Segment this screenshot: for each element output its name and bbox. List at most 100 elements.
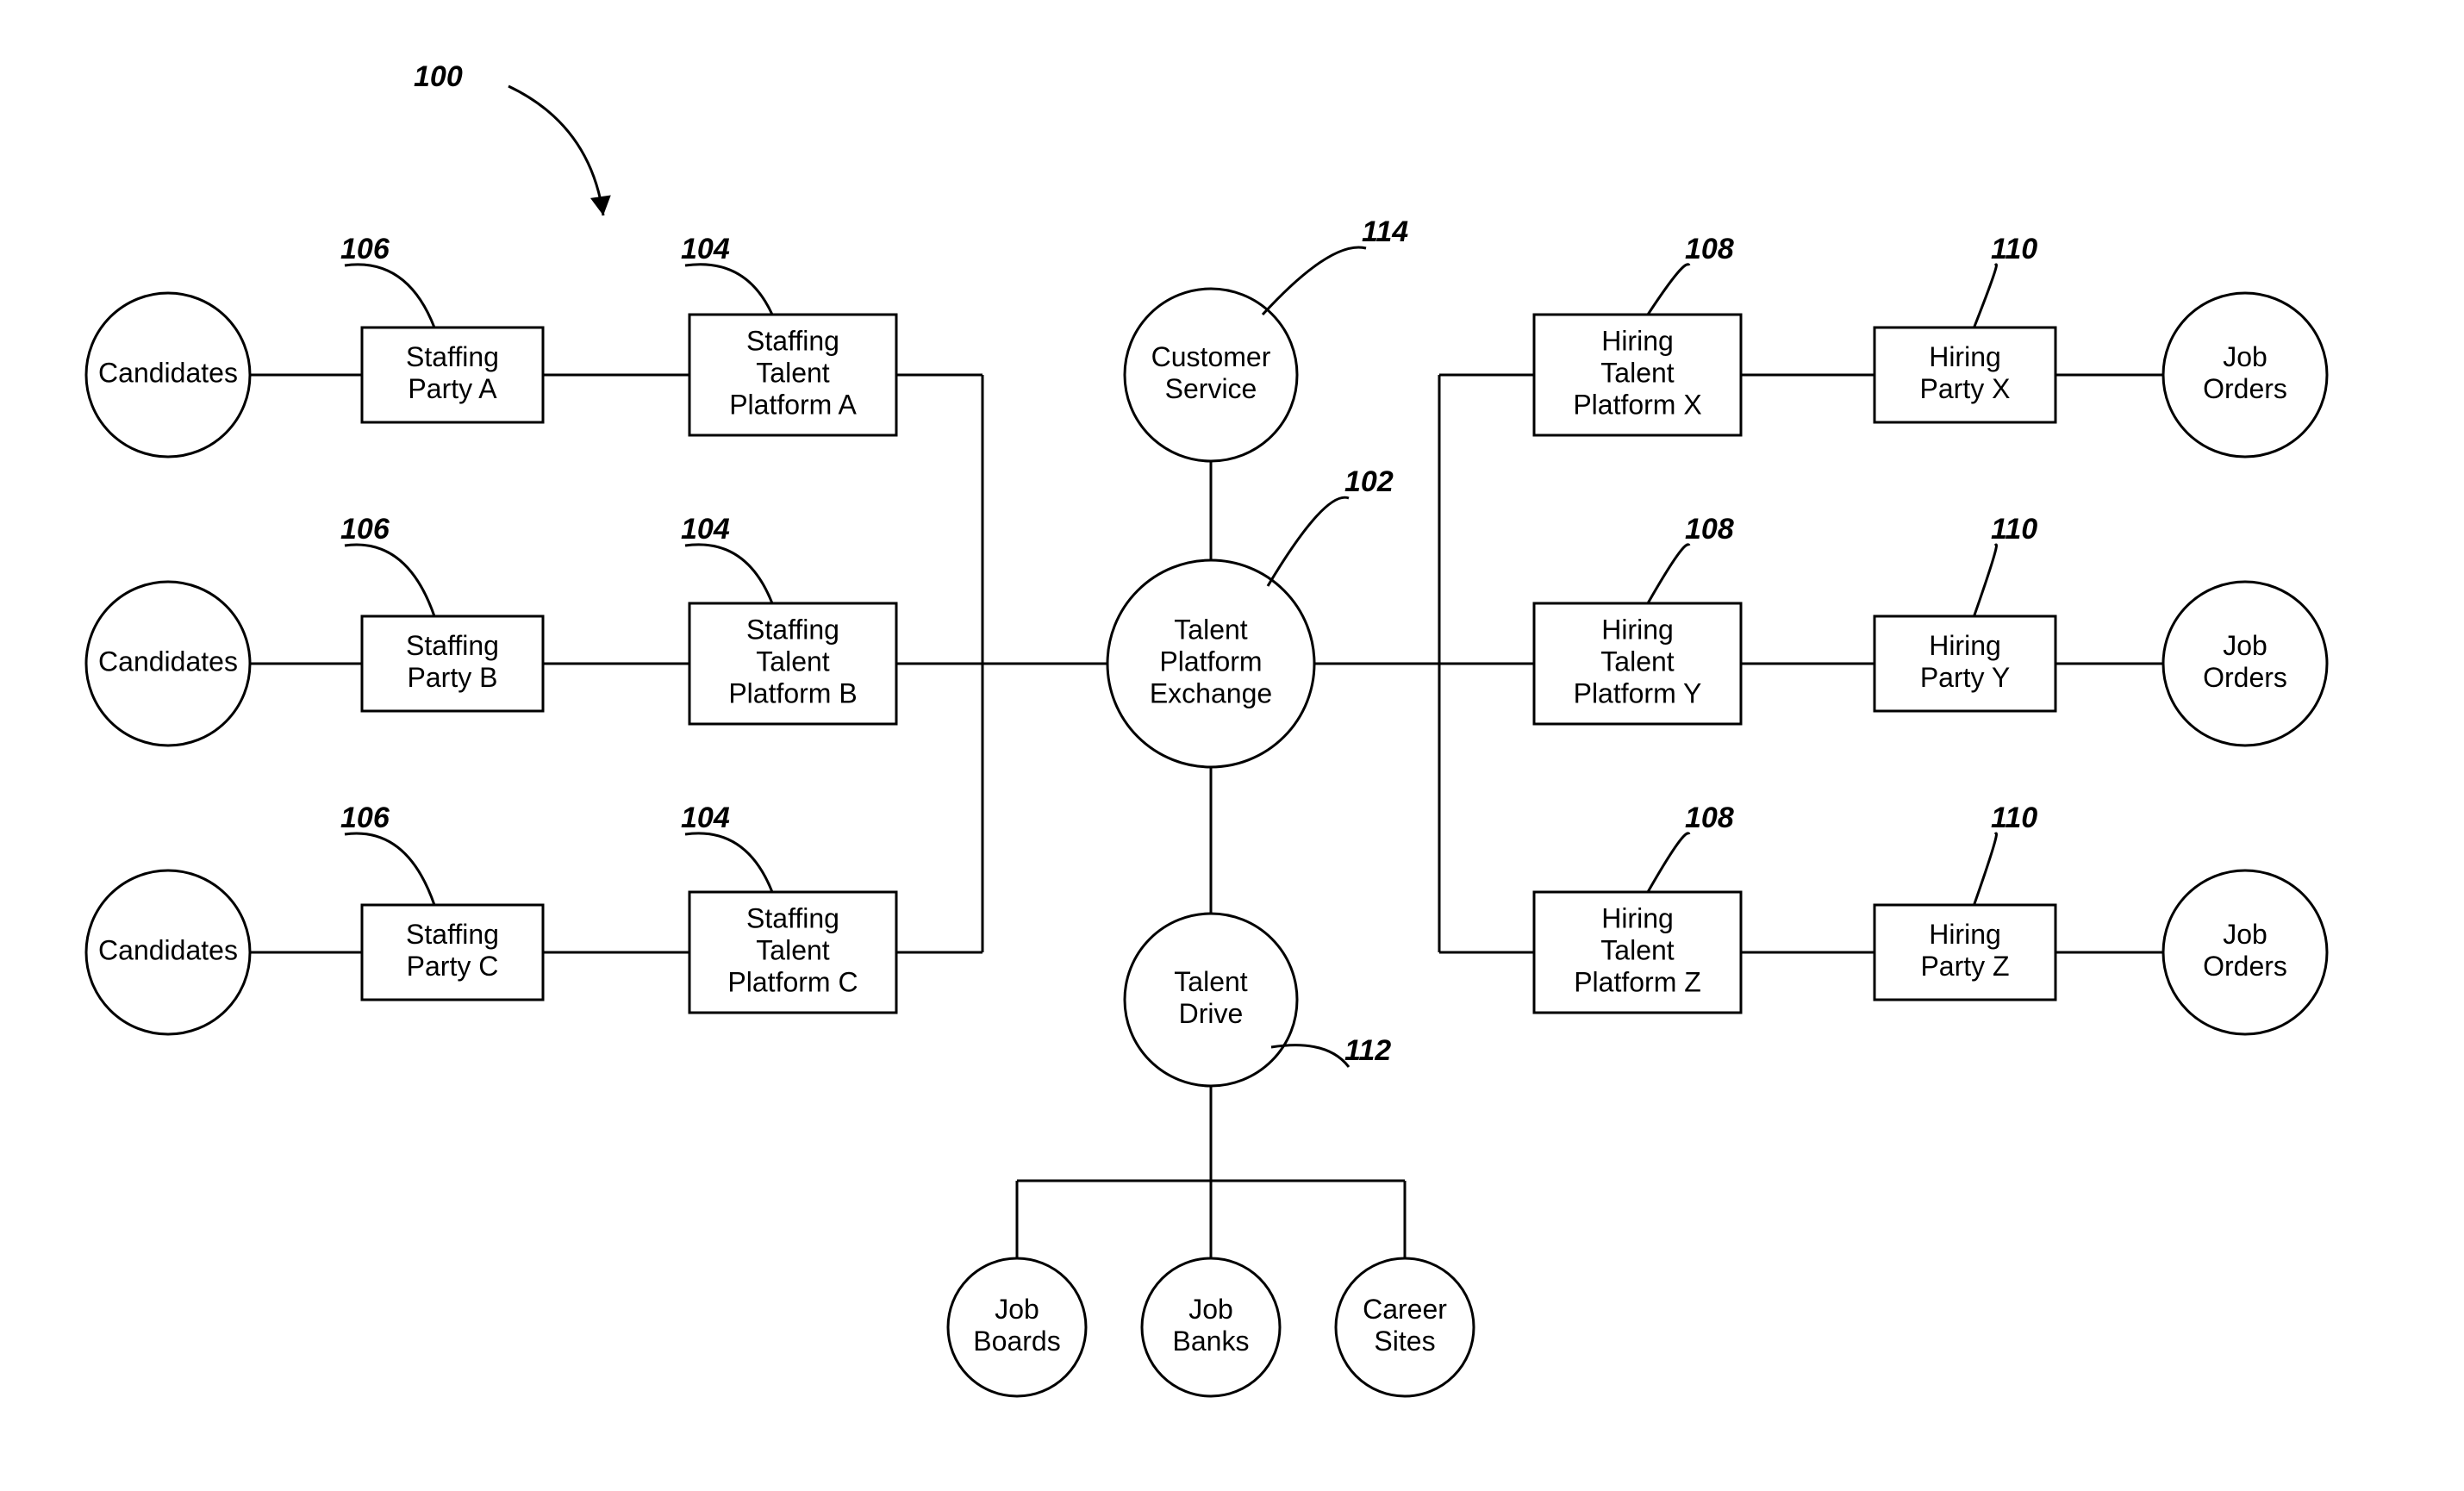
reference-leader — [1648, 545, 1689, 603]
staffing-party-node-0: StaffingParty A — [362, 328, 543, 422]
node-label-line: Platform C — [727, 966, 858, 997]
node-label-line: Staffing — [746, 614, 839, 646]
node-label-line: Platform Y — [1574, 677, 1702, 708]
reference-numeral: 110 — [1991, 513, 2037, 546]
node-label-line: Party C — [407, 951, 499, 982]
node-label-line: Boards — [973, 1326, 1060, 1357]
node-label-line: Party A — [408, 373, 497, 404]
customer-service-node: CustomerService — [1125, 289, 1297, 461]
node-label-line: Staffing — [406, 630, 499, 661]
node-label-line: Exchange — [1150, 677, 1272, 708]
reference-leader — [1974, 833, 1997, 905]
drive-source-node-2: CareerSites — [1336, 1258, 1474, 1396]
node-label-line: Orders — [2203, 951, 2287, 982]
reference-leader — [345, 545, 434, 616]
reference-numeral: 108 — [1685, 233, 1734, 265]
job-orders-node-1: JobOrders — [2163, 582, 2327, 746]
node-label-line: Talent — [756, 934, 830, 965]
node-label-line: Platform — [1159, 646, 1262, 677]
hiring-platform-node-0: HiringTalentPlatform X — [1534, 315, 1741, 435]
talent-drive-node: TalentDrive — [1125, 914, 1297, 1086]
node-label-line: Talent — [756, 646, 830, 677]
node-label-line: Candidates — [98, 934, 238, 965]
main-arrow-shaft — [508, 86, 603, 215]
reference-numeral: 108 — [1685, 802, 1734, 834]
hiring-platform-node-1: HiringTalentPlatform Y — [1534, 603, 1741, 724]
node-label-line: Job — [2223, 630, 2268, 661]
candidates-node-0: Candidates — [86, 293, 250, 457]
reference-numeral: 104 — [681, 233, 730, 265]
node-label-line: Talent — [1600, 646, 1675, 677]
node-label-line: Staffing — [406, 341, 499, 372]
node-label-line: Service — [1165, 373, 1257, 404]
diagram-canvas: CustomerServiceTalentPlatformExchangeTal… — [0, 0, 2464, 1491]
reference-leader — [1263, 247, 1366, 315]
staffing-platform-node-1: StaffingTalentPlatform B — [689, 603, 896, 724]
node-label-line: Drive — [1179, 998, 1244, 1029]
reference-numeral: 114 — [1362, 215, 1408, 248]
job-orders-node-0: JobOrders — [2163, 293, 2327, 457]
hiring-platform-node-2: HiringTalentPlatform Z — [1534, 892, 1741, 1013]
main-arrow-head — [590, 196, 611, 215]
node-label-line: Talent — [1600, 357, 1675, 388]
staffing-party-node-2: StaffingParty C — [362, 905, 543, 1000]
staffing-platform-node-2: StaffingTalentPlatform C — [689, 892, 896, 1013]
node-label-line: Talent — [1600, 934, 1675, 965]
reference-numeral: 104 — [681, 802, 730, 834]
node-label-line: Staffing — [406, 919, 499, 950]
node-label-line: Platform Z — [1574, 966, 1701, 997]
node-label-line: Candidates — [98, 357, 238, 388]
reference-numeral: 106 — [340, 233, 390, 265]
hiring-party-node-1: HiringParty Y — [1875, 616, 2055, 711]
node-label-line: Platform X — [1573, 389, 1701, 420]
node-label-line: Platform B — [728, 677, 857, 708]
hiring-party-node-2: HiringParty Z — [1875, 905, 2055, 1000]
node-label-line: Candidates — [98, 646, 238, 677]
node-label-line: Talent — [1174, 966, 1248, 997]
node-label-line: Banks — [1173, 1326, 1250, 1357]
node-label-line: Job — [1188, 1294, 1233, 1325]
staffing-platform-node-0: StaffingTalentPlatform A — [689, 315, 896, 435]
node-label-line: Hiring — [1601, 326, 1674, 357]
node-label-line: Sites — [1374, 1326, 1435, 1357]
candidates-node-1: Candidates — [86, 582, 250, 746]
node-label-line: Hiring — [1601, 614, 1674, 646]
node-label-line: Job — [995, 1294, 1039, 1325]
node-label-line: Platform A — [729, 389, 857, 420]
candidates-node-2: Candidates — [86, 870, 250, 1034]
reference-numeral: 110 — [1991, 233, 2037, 265]
reference-numeral: 106 — [340, 802, 390, 834]
reference-leader — [685, 545, 772, 603]
talent-platform-exchange-node: TalentPlatformExchange — [1107, 560, 1314, 767]
node-label-line: Job — [2223, 919, 2268, 950]
node-label-line: Party X — [1920, 373, 2011, 404]
nodes-layer: CustomerServiceTalentPlatformExchangeTal… — [86, 289, 2327, 1396]
reference-numeral: 104 — [681, 513, 730, 546]
reference-leader — [1974, 265, 1997, 328]
reference-leader — [685, 833, 772, 892]
node-label-line: Hiring — [1929, 630, 2001, 661]
drive-source-node-1: JobBanks — [1142, 1258, 1280, 1396]
reference-leader — [345, 833, 434, 905]
job-orders-node-2: JobOrders — [2163, 870, 2327, 1034]
reference-leader — [685, 265, 772, 315]
reference-leader — [1268, 497, 1349, 586]
node-label-line: Party Z — [1920, 951, 2009, 982]
reference-leader — [1974, 545, 1997, 616]
node-label-line: Career — [1363, 1294, 1447, 1325]
node-label-line: Hiring — [1929, 341, 2001, 372]
reference-numeral-main: 100 — [414, 60, 463, 93]
node-label-line: Customer — [1151, 341, 1271, 372]
node-label-line: Staffing — [746, 326, 839, 357]
node-label-line: Talent — [1174, 614, 1248, 646]
node-label-line: Hiring — [1601, 903, 1674, 934]
node-label-line: Orders — [2203, 373, 2287, 404]
node-label-line: Party B — [408, 662, 498, 693]
node-label-line: Party Y — [1920, 662, 2010, 693]
reference-leader — [1648, 265, 1689, 315]
reference-numeral: 112 — [1344, 1034, 1391, 1067]
reference-numeral: 110 — [1991, 802, 2037, 834]
node-label-line: Orders — [2203, 662, 2287, 693]
node-label-line: Staffing — [746, 903, 839, 934]
staffing-party-node-1: StaffingParty B — [362, 616, 543, 711]
